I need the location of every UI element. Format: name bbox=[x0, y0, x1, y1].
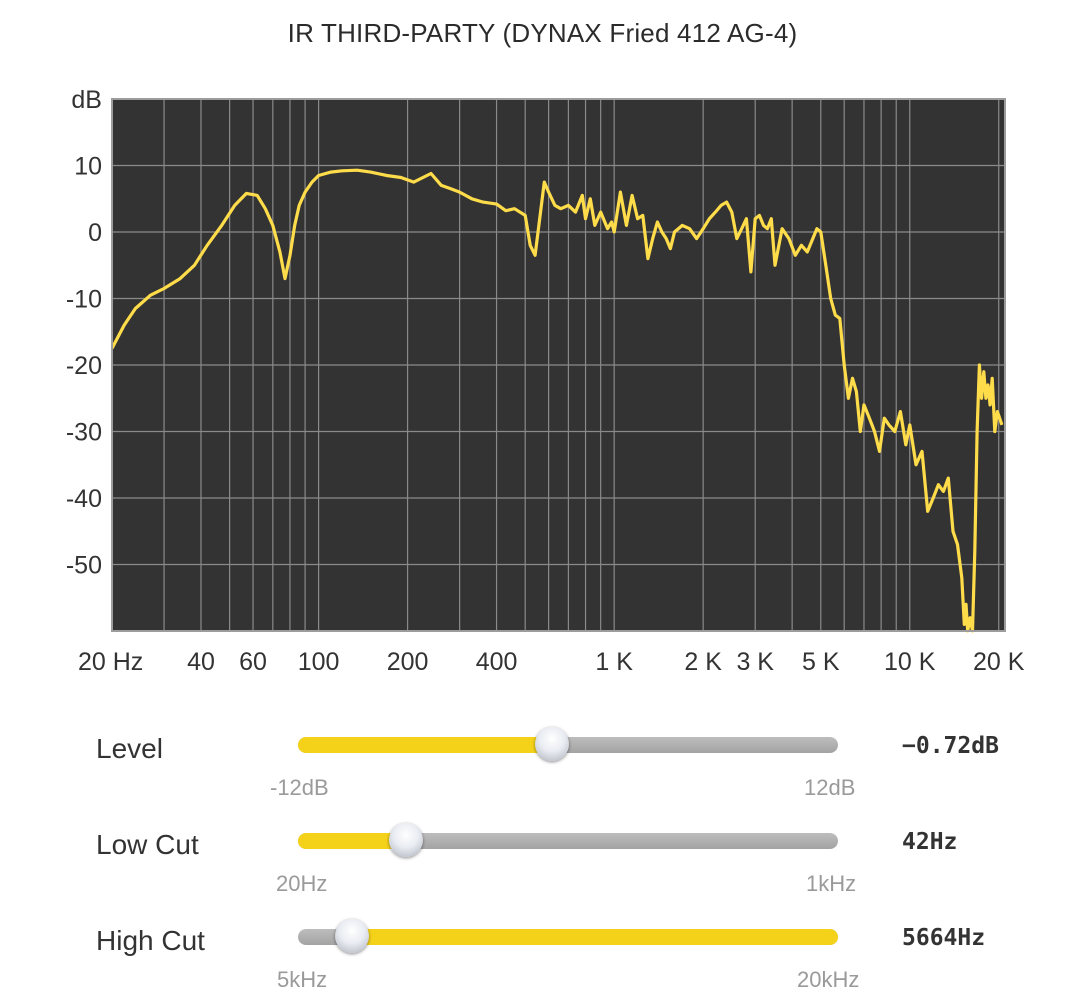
x-tick-label: 3 K bbox=[736, 648, 774, 676]
y-tick-label: -20 bbox=[66, 352, 102, 380]
level-slider-fill bbox=[298, 737, 552, 753]
x-tick-label: 60 bbox=[239, 648, 267, 676]
level-label: Level bbox=[96, 733, 163, 764]
x-tick-label: 5 K bbox=[802, 648, 840, 676]
y-tick-label: 0 bbox=[88, 219, 102, 247]
curve-group bbox=[110, 168, 1004, 633]
chart-title: IR THIRD-PARTY (DYNAX Fried 412 AG-4) bbox=[287, 18, 798, 48]
level-min-label: -12dB bbox=[270, 775, 329, 800]
x-tick-label: 1 K bbox=[595, 648, 633, 676]
x-tick-label: 10 K bbox=[884, 648, 936, 676]
y-tick-label: -10 bbox=[66, 286, 102, 314]
low-cut-slider-fill bbox=[298, 833, 406, 849]
level-slider-thumb[interactable] bbox=[534, 727, 569, 761]
x-tick-label: 200 bbox=[387, 648, 429, 676]
plot-frame bbox=[111, 98, 1006, 632]
low-cut-min-label: 20Hz bbox=[276, 871, 328, 896]
y-axis-label: dB bbox=[71, 86, 102, 114]
grid bbox=[112, 99, 1005, 631]
level-slider[interactable] bbox=[298, 727, 838, 761]
frequency-response-chart: 100-10-20-30-40-50 20 Hz 40 60 100 200 400 1 K… bbox=[66, 86, 1025, 676]
high-cut-min-label: 5kHz bbox=[277, 967, 328, 992]
high-cut-max-label: 20kHz bbox=[797, 967, 860, 992]
response-curve bbox=[110, 168, 1004, 633]
y-tick-label: -40 bbox=[66, 485, 102, 513]
x-tick-label: 2 K bbox=[684, 648, 722, 676]
x-tick-label: 100 bbox=[298, 648, 340, 676]
high-cut-slider[interactable] bbox=[298, 919, 838, 953]
high-cut-label: High Cut bbox=[96, 925, 205, 956]
level-value: −0.72dB bbox=[902, 733, 999, 759]
level-max-label: 12dB bbox=[804, 775, 856, 800]
high-cut-slider-fill bbox=[352, 929, 838, 945]
y-tick-labels: 10 0 -10 -20 -30 -40 -50 bbox=[66, 153, 102, 580]
low-cut-value: 42Hz bbox=[902, 829, 958, 855]
y-tick-label: 10 bbox=[74, 153, 102, 181]
y-tick-label: -30 bbox=[66, 419, 102, 447]
low-cut-slider[interactable] bbox=[298, 823, 838, 857]
x-tick-labels: 20 Hz 40 60 100 200 400 1 K 2 K 3 K 5 K 10 K 20 K bbox=[78, 648, 1025, 676]
low-cut-max-label: 1kHz bbox=[806, 871, 857, 896]
x-tick-label: 400 bbox=[476, 648, 518, 676]
x-tick-label: 40 bbox=[187, 648, 215, 676]
low-cut-label: Low Cut bbox=[96, 829, 199, 860]
low-cut-slider-thumb[interactable] bbox=[389, 823, 423, 857]
high-cut-slider-thumb[interactable] bbox=[335, 919, 369, 953]
x-tick-label: 20 K bbox=[973, 648, 1025, 676]
y-tick-label: -50 bbox=[66, 552, 102, 580]
high-cut-value: 5664Hz bbox=[902, 925, 986, 951]
x-tick-label: 20 Hz bbox=[78, 648, 143, 676]
